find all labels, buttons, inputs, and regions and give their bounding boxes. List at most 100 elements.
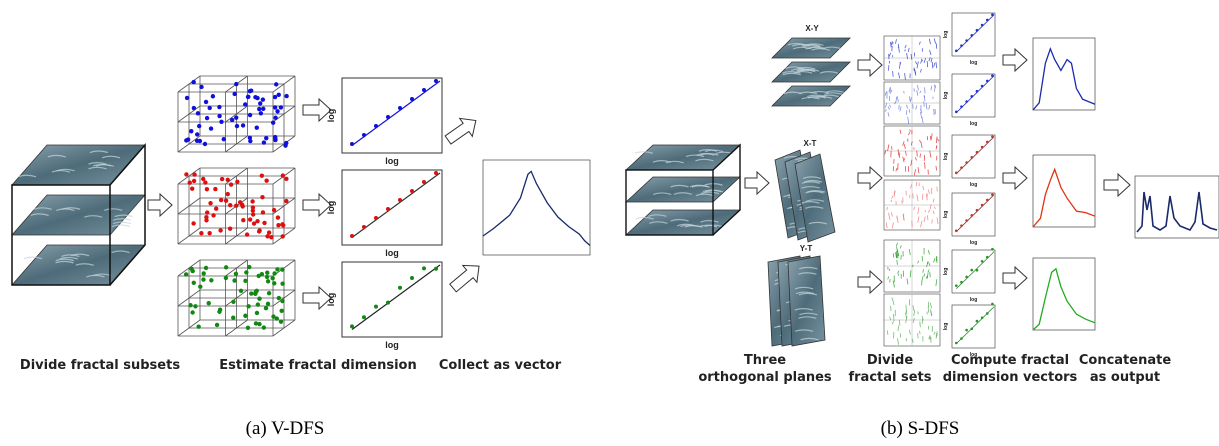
point [217,105,221,109]
point [188,303,192,307]
water-ripple [112,225,130,227]
arrow [1003,267,1027,289]
point [248,113,252,117]
fractal-stroke [932,219,933,223]
point [195,139,199,143]
point [273,105,277,109]
point [191,80,195,84]
point [184,272,188,276]
point [205,187,209,191]
fit-point [362,133,366,137]
point [186,137,190,141]
point [209,278,213,282]
point [207,301,211,305]
fit-point [410,97,414,101]
figure: logloglogloglogloglogloglogloglogloglogl… [0,0,1219,446]
point [280,267,284,271]
point [234,115,238,119]
point [280,299,284,303]
point [284,94,288,98]
point [251,208,255,212]
fit-point [981,146,984,149]
point [269,235,273,239]
arrow [745,172,769,194]
point [191,269,195,273]
fit-point [970,214,973,217]
fit-point [991,74,994,77]
point [204,266,208,270]
axis-label: log [943,92,949,100]
point [283,143,287,147]
arrow [1003,49,1027,71]
fit-point [991,248,994,251]
point [226,192,230,196]
point [231,300,235,304]
point [265,234,269,238]
fit-point [986,19,989,22]
point [205,210,209,214]
fit-point [976,29,979,32]
point [259,111,263,115]
point [241,218,245,222]
fit-point [398,106,402,110]
fit-point [955,111,958,114]
arrow [858,167,882,189]
point [255,219,259,223]
fit-point [991,13,994,16]
arrow [858,271,882,293]
point [248,136,252,140]
step-label: Concatenate [1079,353,1171,368]
point [275,267,279,271]
point [189,129,193,133]
point [217,114,221,118]
fit-point [350,234,354,238]
water-slice [626,145,740,170]
point [246,304,250,308]
point [198,284,202,288]
point [224,265,228,269]
step-label: Three [744,353,786,368]
point [188,181,192,185]
plane-label: Y-T [800,244,813,253]
point [218,228,222,232]
fractal-stroke [925,87,926,93]
point [277,296,281,300]
fit-point [970,156,973,159]
fractal-stroke [924,95,925,101]
point [273,116,277,120]
point [265,275,269,279]
grid-box [178,168,295,244]
fit-point [410,276,414,280]
axis-label: log [970,240,978,246]
fit-point [362,315,366,319]
fit-point [960,166,963,169]
fit-point [386,115,390,119]
fit-point [434,171,438,175]
point [232,278,236,282]
point [234,82,238,86]
fit-point [976,269,979,272]
point [215,323,219,327]
point [255,289,259,293]
point [228,227,232,231]
water-slice [626,177,740,202]
axis-label: log [943,153,949,161]
fit-point [991,193,994,196]
point [260,195,264,199]
point [211,213,215,217]
point [264,178,268,182]
point [247,265,251,269]
point [201,271,205,275]
point [224,276,228,280]
point [191,221,195,225]
point [204,215,208,219]
fit-point [965,39,968,42]
point [222,137,226,141]
point [235,180,239,184]
point [253,95,257,99]
plane-label: X-T [804,139,817,148]
fractal-stroke [894,159,895,164]
point [267,230,271,234]
fit-point [955,172,958,175]
point [276,223,280,227]
